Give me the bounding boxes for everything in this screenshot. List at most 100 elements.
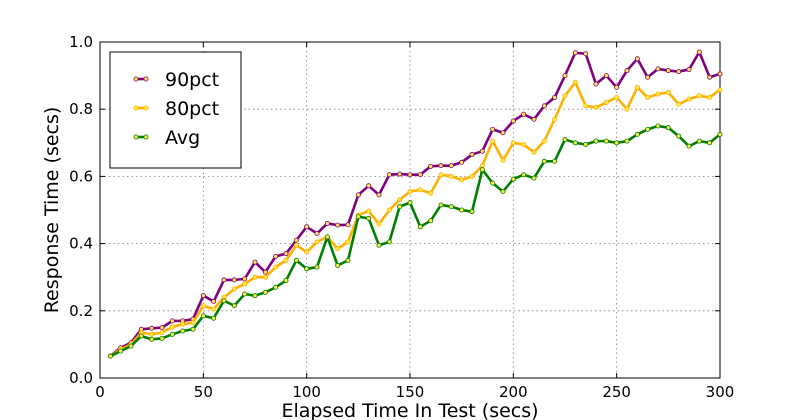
data-point-90pct — [624, 68, 630, 74]
data-point-90pct — [304, 224, 310, 230]
data-point-avg — [448, 204, 454, 210]
data-point-80pct — [510, 140, 516, 146]
data-point-80pct — [479, 163, 485, 169]
data-point-avg — [510, 176, 516, 182]
data-point-80pct — [624, 106, 630, 112]
data-point-avg — [490, 180, 496, 186]
data-point-90pct — [603, 73, 609, 79]
x-tick-label: 0 — [95, 383, 105, 401]
data-point-avg — [593, 138, 599, 144]
data-point-80pct — [366, 208, 372, 214]
legend-marker-90pct — [133, 76, 139, 82]
data-point-90pct — [614, 84, 620, 90]
data-point-90pct — [552, 94, 558, 100]
data-point-90pct — [211, 298, 217, 304]
data-point-avg — [314, 264, 320, 270]
data-point-avg — [252, 293, 258, 299]
data-point-90pct — [324, 220, 330, 226]
data-point-90pct — [583, 51, 589, 57]
legend-marker-80pct — [133, 105, 139, 111]
data-point-avg — [521, 172, 527, 178]
data-point-avg — [242, 291, 248, 297]
data-point-80pct — [273, 264, 279, 270]
legend-entry-avg: Avg — [133, 127, 200, 149]
data-point-90pct — [562, 73, 568, 79]
data-point-avg — [645, 126, 651, 132]
x-tick-label: 300 — [706, 383, 735, 401]
y-tick-label: 0.4 — [69, 235, 93, 253]
x-tick-label: 50 — [194, 383, 213, 401]
data-point-90pct — [634, 56, 640, 62]
data-point-avg — [180, 328, 186, 334]
data-point-80pct — [676, 101, 682, 107]
data-point-90pct — [448, 163, 454, 169]
data-point-90pct — [262, 269, 268, 275]
data-point-90pct — [407, 172, 413, 178]
data-point-avg — [376, 242, 382, 248]
data-point-80pct — [438, 172, 444, 178]
data-point-80pct — [314, 239, 320, 245]
data-point-80pct — [304, 249, 310, 255]
data-point-avg — [707, 140, 713, 146]
data-point-80pct — [572, 79, 578, 85]
data-point-80pct — [293, 242, 299, 248]
data-point-avg — [583, 141, 589, 147]
data-point-avg — [221, 298, 227, 304]
data-point-80pct — [428, 190, 434, 196]
data-point-80pct — [634, 84, 640, 90]
data-point-80pct — [417, 187, 423, 193]
data-point-avg — [614, 140, 620, 146]
data-point-80pct — [252, 274, 258, 280]
data-point-80pct — [593, 105, 599, 111]
data-point-80pct — [490, 138, 496, 144]
legend-box — [109, 51, 242, 169]
data-point-avg — [428, 218, 434, 224]
data-point-90pct — [469, 152, 475, 158]
data-point-80pct — [521, 141, 527, 147]
data-point-80pct — [500, 157, 506, 163]
series-90pct — [107, 49, 723, 359]
data-point-90pct — [696, 49, 702, 55]
data-point-avg — [417, 224, 423, 230]
data-point-80pct — [262, 274, 268, 280]
data-point-90pct — [593, 81, 599, 87]
data-point-80pct — [159, 330, 165, 336]
data-point-80pct — [603, 99, 609, 105]
data-point-avg — [262, 289, 268, 295]
legend-label-avg: Avg — [165, 127, 200, 149]
data-point-avg — [397, 204, 403, 210]
data-point-avg — [531, 175, 537, 181]
data-point-avg — [469, 209, 475, 215]
data-point-80pct — [407, 189, 413, 195]
data-point-90pct — [231, 277, 237, 283]
data-point-90pct — [676, 69, 682, 75]
data-point-80pct — [211, 306, 217, 312]
data-point-avg — [118, 348, 124, 354]
data-point-avg — [304, 266, 310, 272]
data-point-90pct — [665, 68, 671, 74]
data-point-80pct — [242, 281, 248, 287]
data-point-avg — [603, 138, 609, 144]
data-point-90pct — [149, 325, 155, 331]
data-point-80pct — [459, 177, 465, 183]
data-point-avg — [500, 189, 506, 195]
y-tick-label: 1.0 — [69, 33, 93, 51]
data-point-90pct — [335, 222, 341, 228]
data-point-avg — [138, 333, 144, 339]
data-point-90pct — [293, 237, 299, 243]
data-point-90pct — [283, 251, 289, 257]
data-point-90pct — [273, 253, 279, 259]
data-point-90pct — [314, 231, 320, 237]
data-point-80pct — [645, 94, 651, 100]
legend-marker-80pct — [143, 105, 149, 111]
data-point-90pct — [169, 318, 175, 324]
data-point-avg — [159, 335, 165, 341]
data-point-80pct — [376, 221, 382, 227]
data-point-90pct — [438, 163, 444, 169]
series-avg — [107, 123, 723, 359]
data-point-avg — [438, 202, 444, 208]
data-point-80pct — [686, 96, 692, 102]
data-point-90pct — [252, 259, 258, 265]
x-tick-label: 150 — [396, 383, 425, 401]
